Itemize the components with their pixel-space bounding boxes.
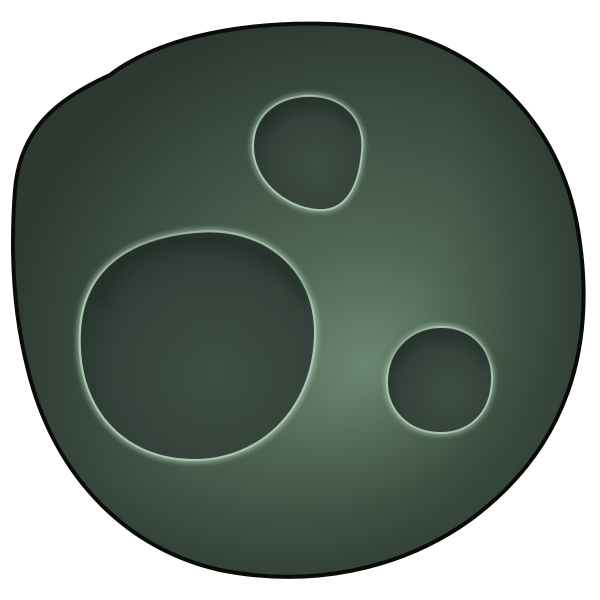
large-crater [76,227,319,464]
small-crater-top [249,92,366,214]
small-crater-right [383,323,496,437]
